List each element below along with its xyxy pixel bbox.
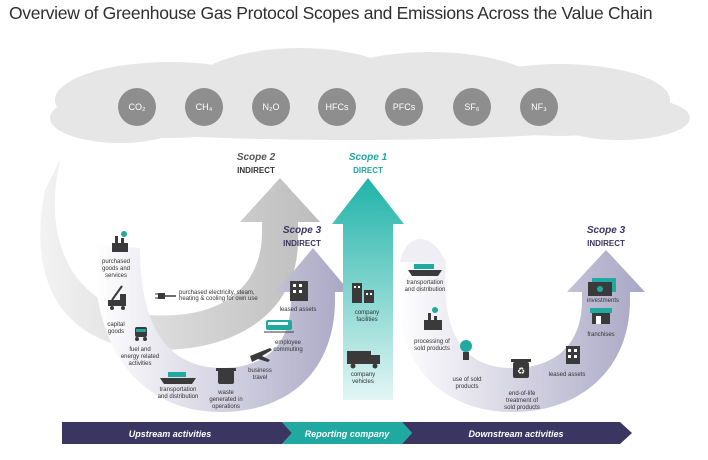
label-company-vehicles: vehicles: [352, 379, 374, 385]
gas-circles: CO₂ CH₄ N₂O HFCs PFCs SF₆ NF₃: [118, 88, 558, 126]
label-fuel-energy: energy related: [121, 354, 159, 360]
cloud-band: [50, 48, 690, 143]
processing-factory-icon: [424, 307, 442, 330]
label-use-of-products: products: [455, 384, 478, 390]
gas-pfcs: [385, 88, 423, 126]
label-processing: sold products: [414, 346, 450, 352]
scope2-subtitle: INDIRECT: [237, 166, 275, 175]
label-waste: operations: [212, 404, 240, 410]
scope1-title: Scope 1: [349, 152, 388, 163]
scope3-downstream-subtitle: INDIRECT: [587, 239, 625, 248]
label-capital-goods: capital: [107, 322, 124, 328]
gas-label: PFCs: [393, 102, 416, 112]
label-electricity: heating & cooling for own use: [179, 296, 258, 302]
band-upstream-label: Upstream activities: [129, 429, 212, 439]
label-fuel-energy: fuel and: [129, 347, 150, 353]
label-downstream-transport: transportation: [407, 280, 444, 286]
money-icon: [588, 278, 616, 296]
label-investments: investments: [587, 298, 619, 304]
ship-icon: [160, 372, 196, 384]
label-upstream-transport: and distribution: [158, 394, 199, 400]
gas-ch4: [185, 88, 223, 126]
train-icon: [264, 320, 294, 333]
gas-hfcs: [318, 88, 356, 126]
label-end-of-life: sold products: [504, 405, 540, 411]
band-downstream: [402, 422, 632, 444]
airplane-icon: [250, 348, 272, 362]
gas-n2o: [252, 88, 290, 126]
label-upstream-transport: transportation: [160, 387, 197, 393]
label-electricity: purchased electricity, steam,: [179, 290, 255, 296]
fuel-cart-icon: [135, 327, 147, 341]
scope1-subtitle: DIRECT: [353, 166, 383, 175]
label-business-travel: business: [248, 368, 272, 374]
label-employee-commuting: commuting: [273, 347, 302, 353]
gas-label: NF₃: [531, 102, 547, 112]
band-downstream-label: Downstream activities: [468, 429, 563, 439]
scope2-arrow: [40, 160, 320, 350]
label-purchased-goods: purchased: [102, 259, 130, 265]
cargo-ship-icon: [408, 264, 442, 276]
label-downstream-leased: leased assets: [549, 372, 586, 378]
gas-label: N₂O: [263, 102, 280, 112]
label-company-facilities: company: [355, 310, 379, 316]
label-use-of-products: use of sold: [452, 377, 481, 383]
downstream-top-cap: [400, 239, 446, 262]
apartment-icon: [566, 346, 580, 364]
scope1-arrow: [332, 178, 404, 400]
page-title: Overview of Greenhouse Gas Protocol Scop…: [9, 3, 653, 23]
label-purchased-goods: services: [105, 273, 127, 279]
label-capital-goods: goods: [108, 329, 124, 335]
label-fuel-energy: activities: [128, 361, 151, 367]
storefront-icon: [590, 308, 612, 324]
band-upstream: [62, 422, 292, 444]
value-chain-band: Upstream activities Reporting company Do…: [62, 422, 632, 444]
gas-label: CO₂: [129, 102, 147, 112]
label-company-facilities: facilities: [356, 317, 377, 323]
label-purchased-goods: goods and: [102, 266, 130, 272]
label-employee-commuting: employee: [275, 340, 302, 346]
waste-bin-icon: [216, 368, 236, 384]
band-reporting-label: Reporting company: [305, 429, 391, 439]
label-end-of-life: treatment of: [506, 398, 538, 404]
scope3-upstream-title: Scope 3: [283, 225, 322, 236]
svg-text:♻: ♻: [517, 367, 525, 377]
gas-nf3: [520, 88, 558, 126]
label-company-vehicles: company: [351, 372, 375, 378]
scope3-downstream-title: Scope 3: [587, 225, 626, 236]
scope3-upstream-subtitle: INDIRECT: [283, 239, 321, 248]
gas-sf6: [453, 88, 491, 126]
factory-icon: [112, 231, 128, 252]
scope3-upstream-band: [94, 245, 350, 412]
company-building-icon: [352, 283, 374, 303]
scope3-downstream-band: [397, 250, 645, 412]
label-upstream-leased: leased assets: [280, 307, 317, 313]
gas-label: HFCs: [326, 102, 349, 112]
label-franchises: franchises: [587, 332, 614, 338]
plug-icon: [155, 293, 176, 299]
band-reporting: [282, 422, 412, 444]
lightbulb-icon: [460, 340, 472, 360]
label-processing: processing of: [414, 339, 450, 345]
truck-icon: [347, 351, 380, 369]
gas-label: CH₄: [196, 102, 213, 112]
label-waste: generated in: [209, 397, 242, 403]
gas-co2: [118, 88, 156, 126]
scope2-title: Scope 2: [237, 152, 276, 163]
crane-truck-icon: [108, 285, 126, 310]
label-downstream-transport: and distribution: [405, 287, 446, 293]
label-business-travel: travel: [253, 375, 268, 381]
label-end-of-life: end-of-life: [509, 391, 536, 397]
recycling-bin-icon: ♻: [511, 359, 531, 378]
building-icon: [290, 281, 308, 301]
label-waste: waste: [217, 390, 234, 396]
gas-label: SF₆: [464, 102, 480, 112]
